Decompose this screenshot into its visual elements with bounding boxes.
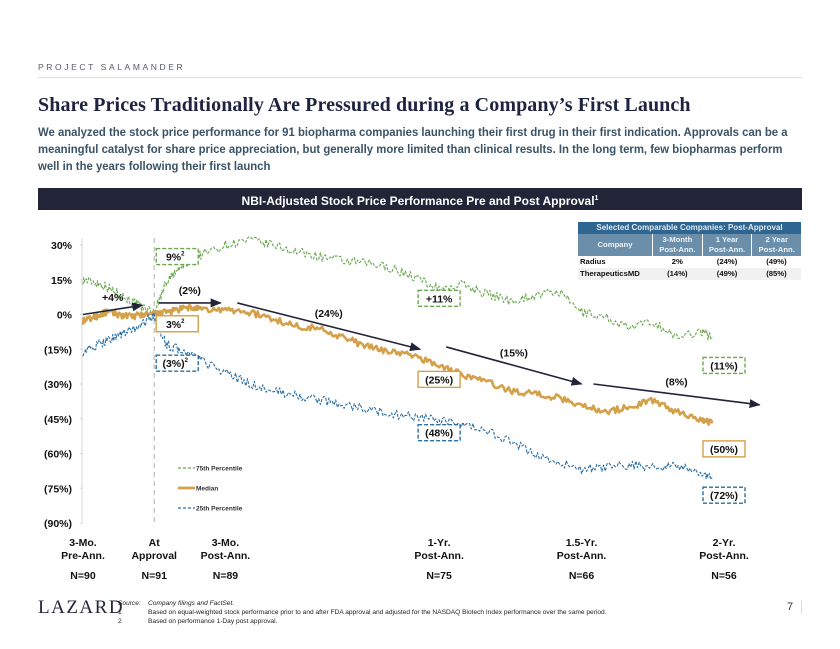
comparables-table: Selected Comparable Companies: Post-Appr…	[578, 222, 801, 280]
table-row: Radius 2% (24%) (49%)	[578, 256, 801, 268]
annotation-box	[155, 247, 199, 266]
footnote-1-num: 1	[118, 609, 122, 616]
legend-label: 25th Percentile	[196, 506, 243, 513]
lazard-logo: LAZARD	[38, 597, 125, 618]
legend-label: Median	[196, 486, 218, 493]
annotation-label: (3%)2	[162, 358, 188, 370]
sample-count: N=90	[70, 570, 96, 582]
col-header-company: Company	[578, 234, 653, 256]
footnote-2-text: Based on performance 1-Day post approval…	[148, 618, 278, 625]
series-group	[81, 236, 714, 480]
source-label: Source:	[118, 600, 141, 607]
annotation-box	[417, 289, 461, 307]
sample-count: N=66	[568, 570, 595, 582]
trend-arrow-label: +4%	[102, 292, 124, 304]
legend: 75th Percentile Median 25th Percentile	[178, 466, 243, 513]
x-category-label: 2-Yr. Post-Ann.	[699, 537, 749, 562]
source-text: Company filings and FactSet.	[148, 600, 235, 607]
chart-banner: NBI-Adjusted Stock Price Performance Pre…	[38, 188, 802, 210]
y-axis: 30% 15% 0% (15%) (30%) (45%) (60%) (75%) (90%)	[44, 238, 83, 530]
annotation-footnote: 2	[181, 252, 185, 258]
annotation-box	[417, 370, 461, 389]
x-category-label: 1.5-Yr. Post-Ann.	[556, 537, 607, 562]
annotation-box	[702, 440, 746, 458]
y-tick-label: (60%)	[44, 449, 72, 461]
annotation-box	[702, 486, 746, 504]
trend-arrow	[446, 346, 583, 386]
annotations: 9%2 3%2 (3%)2 +11% (25%) (48%) (11%) (50%) (72%)	[155, 247, 746, 504]
legend-label: 75th Percentile	[196, 466, 243, 473]
annotation-footnote: 2	[181, 319, 185, 325]
cell-2-year: (49%)	[766, 257, 787, 266]
annotation-label: +11%	[426, 293, 453, 305]
project-name: PROJECT SALAMANDER	[38, 62, 186, 72]
trend-arrows: +4% (2%) (24%) (15%) (8%)	[82, 285, 761, 409]
annotation-label: 3%2	[166, 319, 185, 331]
annotation-label: (50%)	[710, 444, 738, 456]
footnote-2-num: 2	[118, 618, 122, 625]
trend-arrow	[237, 302, 422, 352]
annotation-label: (72%)	[710, 490, 738, 502]
trend-arrow	[82, 302, 144, 316]
comparables-caption: Selected Comparable Companies: Post-Appr…	[578, 222, 801, 234]
page-subtitle: We analyzed the stock price performance …	[38, 125, 788, 173]
y-tick-label: (90%)	[44, 518, 72, 530]
cell-3-month: 2%	[671, 257, 683, 266]
annotation-box	[155, 315, 199, 333]
company-name: TherapeuticsMD	[578, 268, 653, 280]
annotation-box	[702, 356, 746, 375]
y-tick-label: 30%	[51, 240, 73, 252]
annotation-label: (48%)	[425, 428, 453, 440]
col-header-3-month: 3-Month Post-Ann.	[652, 234, 703, 256]
trend-arrow	[593, 383, 761, 409]
company-name: Radius	[580, 257, 606, 266]
y-tick-label: 0%	[57, 310, 73, 322]
annotation-label: (11%)	[710, 360, 737, 372]
annotation-label: (25%)	[425, 374, 453, 386]
table-row: TherapeuticsMD (14%) (49%) (85%)	[578, 268, 801, 280]
annotation-footnote: 2	[185, 358, 189, 364]
trend-arrow-label: (8%)	[665, 376, 687, 388]
trend-arrow-label: (24%)	[315, 308, 343, 320]
y-tick-label: (15%)	[44, 344, 72, 356]
sample-count: N=91	[141, 570, 167, 582]
col-header-1-year: 1 Year Post-Ann.	[702, 234, 753, 256]
series-median	[81, 304, 714, 426]
chart-banner-title: NBI-Adjusted Stock Price Performance Pre…	[241, 194, 595, 208]
sample-count: N=56	[711, 570, 737, 582]
footnote-ref: 1	[594, 195, 599, 202]
sample-count: N=89	[212, 570, 239, 582]
y-tick-label: (45%)	[44, 414, 72, 426]
cell-2-year: (85%)	[751, 268, 801, 280]
x-category-label: 1-Yr. Post-Ann.	[414, 537, 464, 562]
annotation-box	[417, 423, 461, 442]
header-divider	[38, 77, 802, 78]
cell-1-year: (49%)	[702, 268, 752, 280]
x-category-label: 3-Mo. Pre-Ann.	[61, 537, 105, 562]
trend-arrow-label: (15%)	[500, 347, 528, 359]
col-header-2-year: 2 Year Post-Ann.	[751, 234, 801, 256]
annotation-box	[155, 354, 199, 372]
cell-3-month: (14%)	[652, 268, 703, 280]
footnote-1-text: Based on equal-weighted stock performanc…	[148, 609, 607, 616]
sample-count: N=75	[426, 570, 452, 582]
trend-arrow-label: (2%)	[179, 285, 201, 297]
y-tick-label: (30%)	[44, 379, 72, 391]
x-category-label: 3-Mo. Post-Ann.	[200, 537, 251, 562]
y-tick-label: (75%)	[44, 483, 72, 495]
annotation-label: 9%2	[166, 252, 185, 264]
cell-1-year: (24%)	[716, 257, 738, 266]
page-number-divider	[801, 600, 802, 614]
y-tick-label: 15%	[51, 275, 73, 287]
series-25th-percentile	[82, 312, 713, 480]
page-number: 7	[787, 601, 794, 613]
page-title: Share Prices Traditionally Are Pressured…	[38, 94, 691, 116]
x-category-label: At Approval	[131, 537, 177, 562]
